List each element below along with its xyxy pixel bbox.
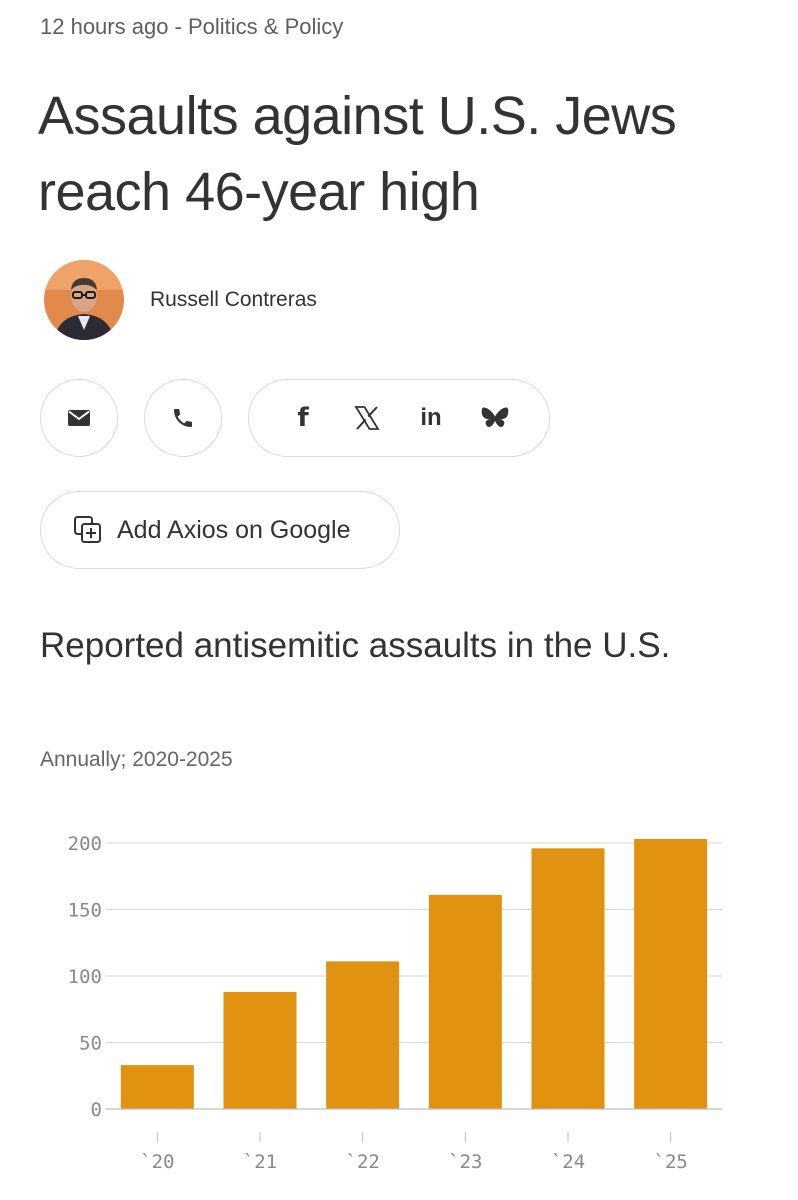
x-icon [354, 406, 380, 430]
bar [428, 894, 502, 1109]
email-share-button[interactable] [40, 379, 118, 457]
chart-subtitle: Annually; 2020-2025 [40, 748, 233, 771]
x-tick-label: `22 [346, 1151, 380, 1173]
y-tick-label: 0 [91, 1099, 102, 1121]
bar [223, 991, 297, 1109]
share-bar: f in [40, 379, 550, 457]
headline: Assaults against U.S. Jews reach 46-year… [38, 86, 677, 222]
add-axios-on-google-label: Add Axios on Google [117, 515, 351, 544]
phone-share-button[interactable] [144, 379, 222, 457]
x-tick-label: `20 [140, 1151, 174, 1173]
email-icon [68, 410, 90, 426]
bar-chart: 0 50 100 150 200 `20 `21 `22 `23 `24 `25 [68, 833, 722, 1173]
facebook-icon: f [297, 403, 309, 433]
x-tick-label: `21 [243, 1151, 277, 1173]
bluesky-share-button[interactable] [467, 390, 523, 446]
y-tick-label: 150 [68, 900, 102, 922]
x-tick-label: `23 [448, 1151, 482, 1173]
bar [634, 839, 708, 1109]
bar [120, 1065, 194, 1109]
add-source-icon [74, 516, 101, 543]
linkedin-share-button[interactable]: in [403, 390, 459, 446]
facebook-share-button[interactable]: f [275, 390, 331, 446]
social-share-group: f in [248, 379, 550, 457]
y-tick-label: 50 [79, 1033, 102, 1055]
x-share-button[interactable] [339, 390, 395, 446]
author-byline[interactable]: Russell Contreras [44, 260, 317, 340]
x-tick-label: `25 [654, 1151, 688, 1173]
chart-title: Reported antisemitic assaults in the U.S… [40, 626, 671, 665]
y-tick-label: 200 [68, 833, 102, 855]
add-axios-on-google-button[interactable]: Add Axios on Google [40, 491, 400, 569]
article-meta: 12 hours ago - Politics & Policy [40, 14, 344, 39]
x-tick-label: `24 [551, 1151, 585, 1173]
linkedin-icon: in [420, 404, 442, 431]
bluesky-icon [481, 407, 509, 428]
author-name[interactable]: Russell Contreras [150, 288, 317, 311]
avatar[interactable] [44, 260, 124, 340]
y-tick-label: 100 [68, 966, 102, 988]
bar [531, 848, 605, 1109]
bar [326, 961, 400, 1109]
phone-icon [174, 409, 192, 427]
